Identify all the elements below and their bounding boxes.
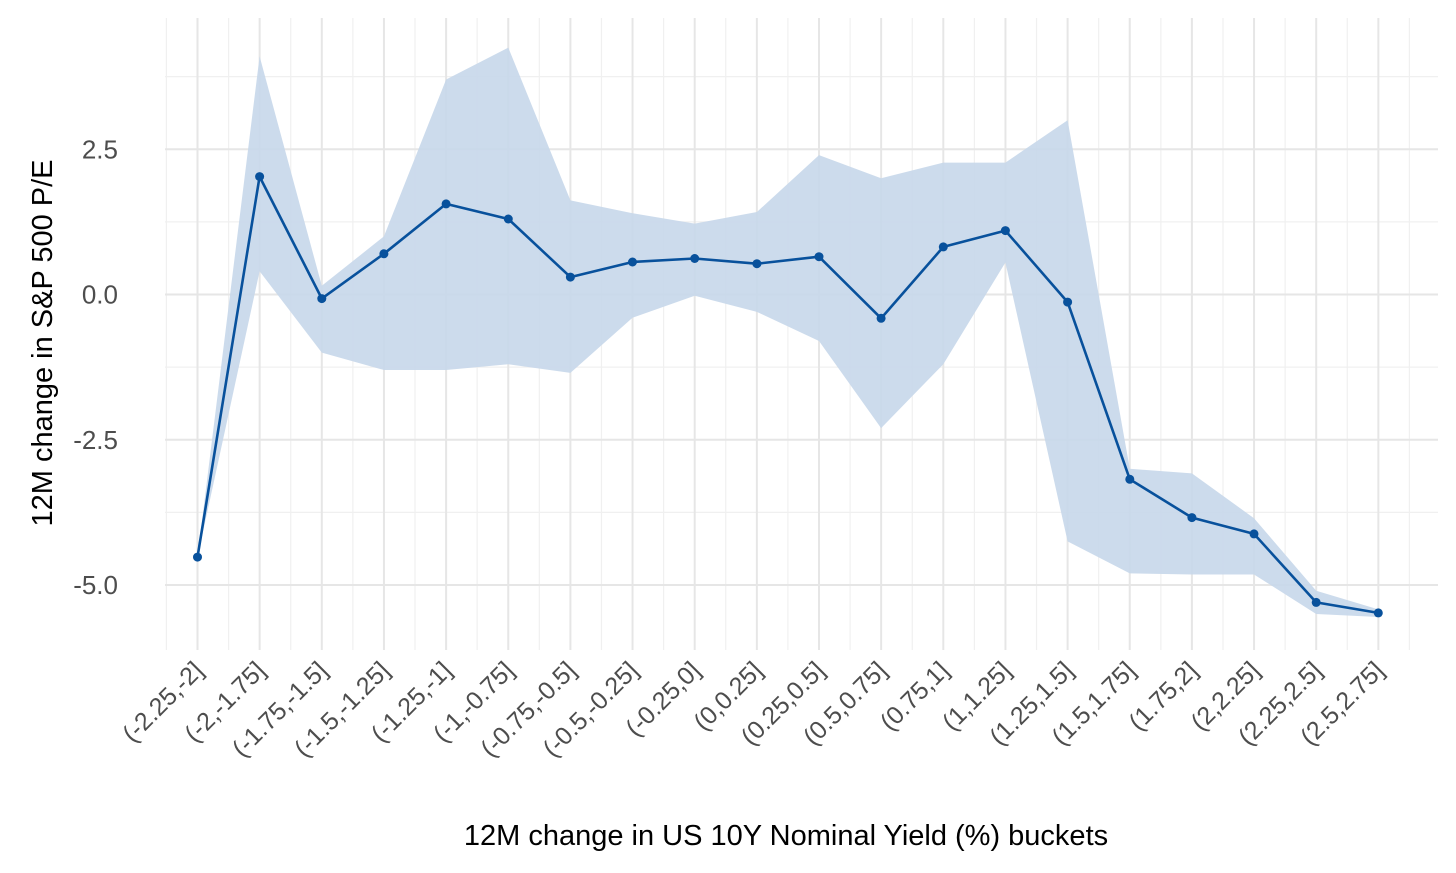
x-tick-label: (1.75,2] bbox=[1123, 656, 1203, 736]
x-axis-title: 12M change in US 10Y Nominal Yield (%) b… bbox=[464, 820, 1108, 852]
data-point bbox=[1063, 297, 1073, 307]
y-tick-label: -5.0 bbox=[73, 570, 118, 600]
y-tick-label: 2.5 bbox=[82, 134, 118, 164]
data-point bbox=[814, 252, 824, 262]
data-point bbox=[1311, 597, 1321, 607]
x-tick-label: (0.75,1] bbox=[875, 656, 955, 736]
data-point bbox=[1125, 474, 1135, 484]
data-point bbox=[938, 242, 948, 252]
data-point bbox=[193, 552, 202, 562]
data-point bbox=[1249, 529, 1259, 539]
data-point bbox=[441, 199, 451, 209]
confidence-band bbox=[197, 47, 1379, 618]
data-point bbox=[1373, 608, 1383, 618]
data-point bbox=[317, 294, 327, 304]
data-point bbox=[503, 214, 513, 224]
series-line bbox=[196, 175, 1379, 615]
data-point bbox=[1187, 513, 1197, 523]
data-point bbox=[628, 257, 637, 267]
y-tick-label: -2.5 bbox=[73, 425, 118, 455]
data-point bbox=[379, 249, 389, 259]
y-tick-label: 0.0 bbox=[82, 280, 118, 310]
data-point bbox=[876, 313, 886, 323]
data-point bbox=[690, 254, 700, 263]
data-point bbox=[255, 172, 265, 182]
y-axis-title: 12M change in S&P 500 P/E bbox=[27, 159, 59, 526]
data-point bbox=[565, 272, 575, 282]
data-point bbox=[752, 259, 762, 269]
data-point bbox=[1000, 226, 1010, 236]
